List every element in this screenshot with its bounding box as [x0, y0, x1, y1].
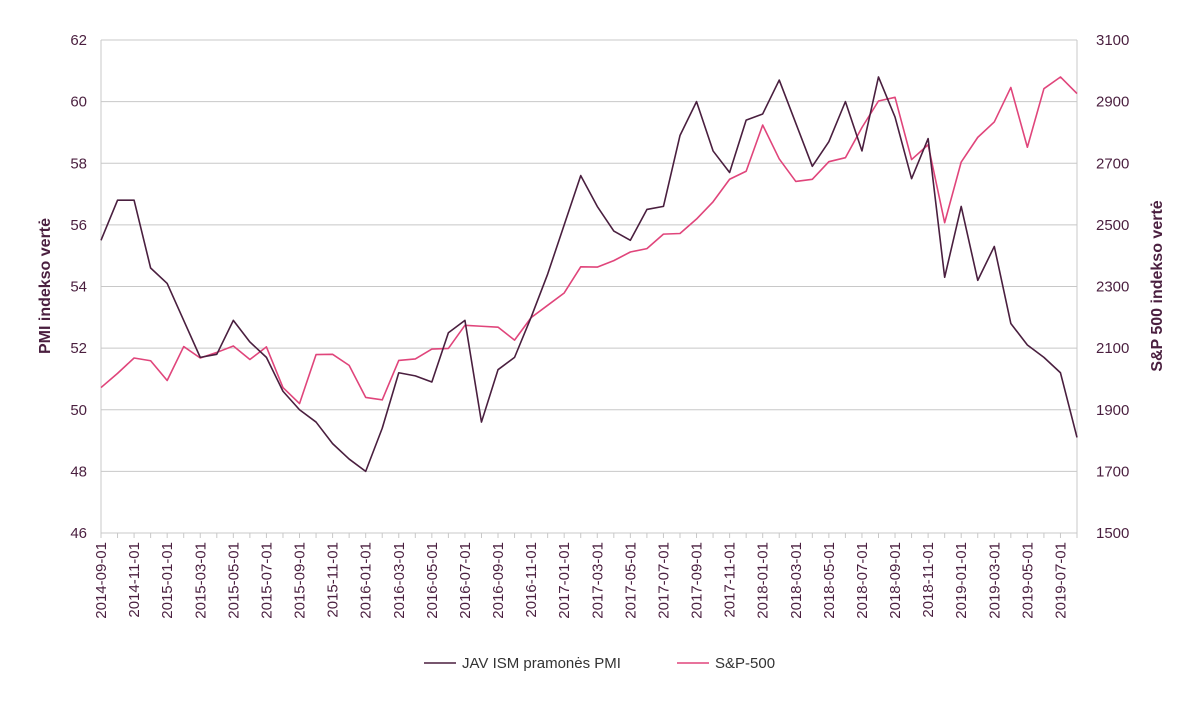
axes: 46 48 50 52 54 56 58 60 62 1500 1700 1900 2100 2300 25…	[70, 32, 1129, 619]
x-tick-label: 2014-11-01	[126, 542, 143, 618]
y-right-tick-label: 2700	[1096, 155, 1129, 172]
x-tick-label: 2018-05-01	[821, 542, 838, 619]
y-right-tick-label: 1900	[1096, 402, 1129, 419]
x-tick-label: 2016-11-01	[523, 542, 540, 618]
x-tick-label: 2017-07-01	[655, 542, 672, 619]
y-left-tick-label: 62	[70, 32, 87, 49]
x-tick-label: 2018-01-01	[755, 542, 772, 619]
x-tick-label: 2016-03-01	[391, 542, 408, 619]
gridlines	[101, 39, 1077, 534]
y-left-tick-label: 60	[70, 94, 87, 111]
y-axis-right-title: S&P 500 indekso vertė	[1149, 200, 1166, 371]
x-tick-label: 2016-01-01	[358, 542, 375, 619]
x-tick-label: 2019-05-01	[1019, 542, 1036, 619]
y-left-tick-label: 50	[70, 402, 87, 419]
x-tick-label: 2019-01-01	[953, 542, 970, 619]
y-right-tick-label: 3100	[1096, 32, 1129, 49]
x-tick-label: 2019-07-01	[1052, 542, 1069, 619]
x-tick-label: 2015-05-01	[225, 542, 242, 619]
x-tick-label: 2016-05-01	[424, 542, 441, 619]
y-axis-left-title: PMI indekso vertė	[37, 218, 54, 354]
y-right-tick-label: 1500	[1096, 525, 1129, 542]
y-left-tick-label: 52	[70, 340, 87, 357]
legend-label-pmi: JAV ISM pramonės PMI	[462, 655, 621, 672]
y-right-tick-label: 2900	[1096, 94, 1129, 111]
x-tick-label: 2018-03-01	[788, 542, 805, 619]
x-tick-label: 2015-11-01	[325, 542, 342, 618]
y-right-tick-label: 2300	[1096, 279, 1129, 296]
legend-label-sp500: S&P-500	[715, 655, 775, 672]
x-tick-label: 2016-07-01	[457, 542, 474, 619]
y-right-tick-label: 2500	[1096, 217, 1129, 234]
series-line-sp500	[100, 76, 1078, 405]
x-tick-label: 2018-11-01	[920, 542, 937, 618]
x-tick-label: 2017-05-01	[622, 542, 639, 619]
x-tick-label: 2015-07-01	[258, 542, 275, 619]
y-left-tick-label: 48	[70, 463, 87, 480]
x-tick-label: 2015-09-01	[292, 542, 309, 619]
x-tick-label: 2014-09-01	[93, 542, 110, 619]
y-left-tick-label: 58	[70, 155, 87, 172]
x-tick-label: 2017-09-01	[689, 542, 706, 619]
x-tick-label: 2015-01-01	[159, 542, 176, 619]
x-tick-label: 2018-07-01	[854, 542, 871, 619]
x-tick-label: 2015-03-01	[192, 542, 209, 619]
y-right-tick-label: 1700	[1096, 463, 1129, 480]
x-tick-label: 2018-09-01	[887, 542, 904, 619]
y-right-tick-label: 2100	[1096, 340, 1129, 357]
x-tick-label: 2017-11-01	[722, 542, 739, 618]
x-tick-label: 2019-03-01	[986, 542, 1003, 619]
series-line-pmi	[100, 76, 1078, 473]
legend: JAV ISM pramonės PMI S&P-500	[424, 655, 775, 672]
y-left-tick-label: 56	[70, 217, 87, 234]
y-left-tick-label: 54	[70, 279, 87, 296]
x-tick-label: 2016-09-01	[490, 542, 507, 619]
y-left-tick-label: 46	[70, 525, 87, 542]
x-tick-label: 2017-01-01	[556, 542, 573, 619]
x-tick-label: 2017-03-01	[589, 542, 606, 619]
series-lines	[100, 76, 1078, 473]
